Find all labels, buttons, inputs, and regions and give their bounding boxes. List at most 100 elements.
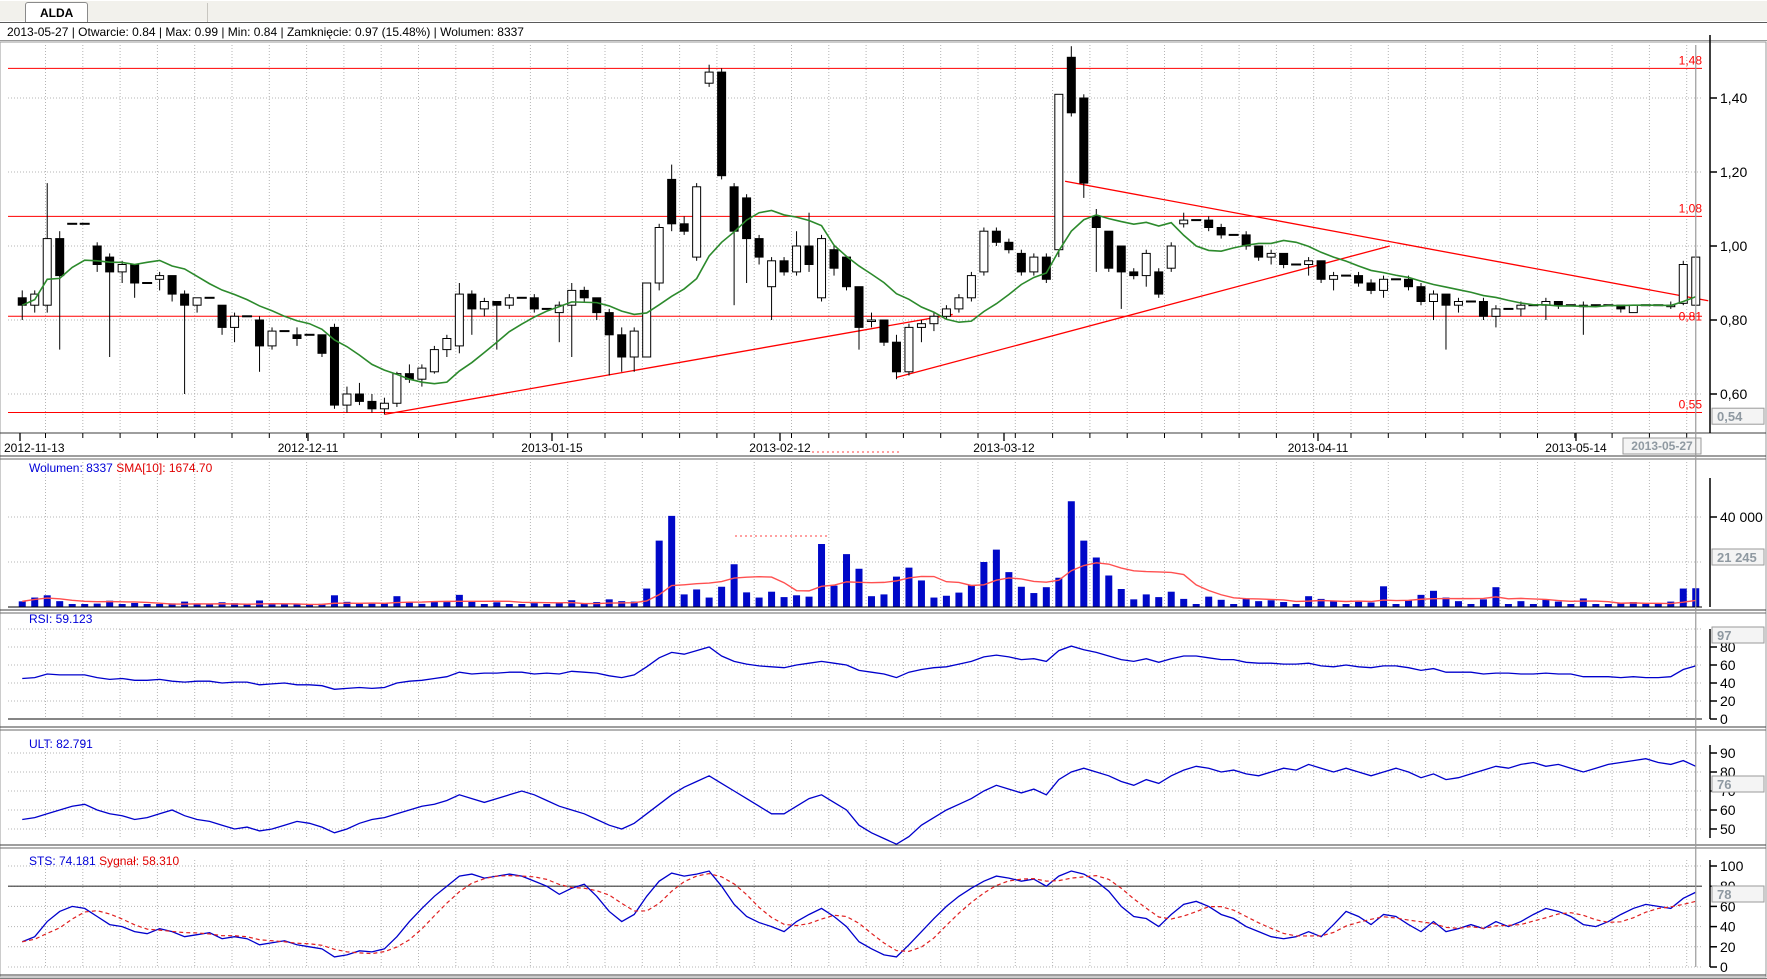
volume-bar (106, 600, 114, 607)
candle-body (1016, 252, 1026, 273)
volume-bar (1092, 557, 1100, 607)
candle-body (1266, 252, 1276, 258)
volume-bar (967, 584, 975, 607)
rsi-line (22, 645, 1696, 690)
candlestick (592, 297, 602, 320)
candle-body (1404, 278, 1414, 288)
candle-body (1204, 219, 1214, 229)
volume-bar (1617, 602, 1625, 607)
volume-bar (1592, 604, 1600, 607)
candle-body (1004, 241, 1014, 251)
volume-bar (1417, 594, 1425, 607)
volume-bar (1317, 598, 1325, 607)
cursor-date-box (1622, 437, 1702, 455)
date-label: 2012-11-13 (4, 441, 65, 455)
candle-body (1104, 230, 1114, 269)
volume-bar (143, 604, 151, 607)
volume-bar (1117, 589, 1125, 607)
candle-body (1141, 252, 1151, 277)
candle-body (891, 341, 901, 373)
volume-bar (1080, 540, 1088, 607)
volume-bar (318, 603, 326, 607)
volume-bar (668, 515, 676, 607)
candle-body (1678, 264, 1688, 304)
ult-cursor-box (1711, 775, 1765, 793)
date-label: 2013-04-11 (1288, 441, 1349, 455)
candlestick (1453, 297, 1463, 313)
candlestick (105, 253, 115, 357)
candlestick (1628, 304, 1638, 314)
candle-body (1366, 282, 1376, 291)
rsi-axis-label: 20 (1720, 693, 1736, 709)
candle-body (642, 282, 652, 358)
volume-bar (1180, 598, 1188, 607)
rsi-axis-label: 40 (1720, 675, 1736, 691)
volume-bar (543, 604, 551, 607)
tab-separator (207, 3, 208, 22)
volume-bar (1629, 602, 1637, 607)
tab-alda[interactable]: ALDA (25, 2, 89, 23)
candlestick (317, 334, 327, 357)
price-axis-label: 0,60 (1720, 386, 1747, 402)
volume-bar (892, 576, 900, 607)
candlestick (180, 290, 190, 394)
candle-body (866, 319, 876, 322)
volume-bar (1392, 604, 1400, 607)
price-level-label: 0,55 (1679, 398, 1703, 412)
candle-body (454, 293, 464, 347)
candlestick (692, 183, 702, 261)
candlestick (367, 394, 377, 413)
candlestick (155, 271, 165, 291)
candlestick (267, 327, 277, 350)
candlestick (1016, 249, 1026, 276)
volume-bar (1017, 586, 1025, 607)
candle-body (155, 275, 165, 280)
candlestick (329, 323, 339, 409)
candle-body (1279, 252, 1289, 265)
volume-bar (393, 596, 401, 607)
volume-bar (1567, 604, 1575, 607)
chart-background (0, 41, 1767, 978)
volume-bar (68, 604, 76, 607)
volume-sma-label: SMA[10]: 1674.70 (116, 461, 213, 475)
sts-value-label: STS: 74.181 (29, 854, 96, 868)
ult-axis-label: 60 (1720, 802, 1736, 818)
candle-body (1553, 301, 1563, 306)
candlestick (217, 304, 227, 335)
candlestick (754, 234, 764, 265)
sts-axis-label: 20 (1720, 939, 1736, 955)
candlestick (1116, 245, 1126, 309)
candle-body (292, 334, 302, 339)
volume-bar (805, 596, 813, 607)
volume-sma-line (22, 562, 1696, 606)
candle-body (504, 297, 514, 306)
candlestick (1516, 301, 1526, 317)
candlestick (1141, 249, 1151, 287)
sts-axis-label: 100 (1720, 858, 1744, 874)
volume-bar (568, 600, 576, 607)
volume-bar (1292, 604, 1300, 607)
volume-bar (1542, 599, 1550, 607)
candlestick (991, 227, 1001, 246)
candle-body (1054, 93, 1064, 251)
candlestick (1304, 257, 1314, 276)
candle-body (679, 223, 689, 232)
candlestick (929, 312, 939, 332)
candle-body (604, 312, 614, 336)
rsi-axis-label: 60 (1720, 657, 1736, 673)
candlestick (117, 260, 127, 283)
candle-body (417, 367, 427, 380)
volume-bar (43, 595, 51, 607)
rsi-value-label: RSI: 59.123 (29, 612, 93, 626)
volume-bar (1380, 586, 1388, 607)
candle-body (55, 238, 65, 277)
candle-body (192, 297, 202, 306)
candle-body (130, 264, 140, 284)
candlestick (1366, 279, 1376, 295)
sts-axis-label: 0 (1720, 959, 1728, 975)
price-cursor-box (1711, 407, 1765, 425)
volume-bar (1454, 601, 1462, 607)
volume-bar (380, 602, 388, 607)
